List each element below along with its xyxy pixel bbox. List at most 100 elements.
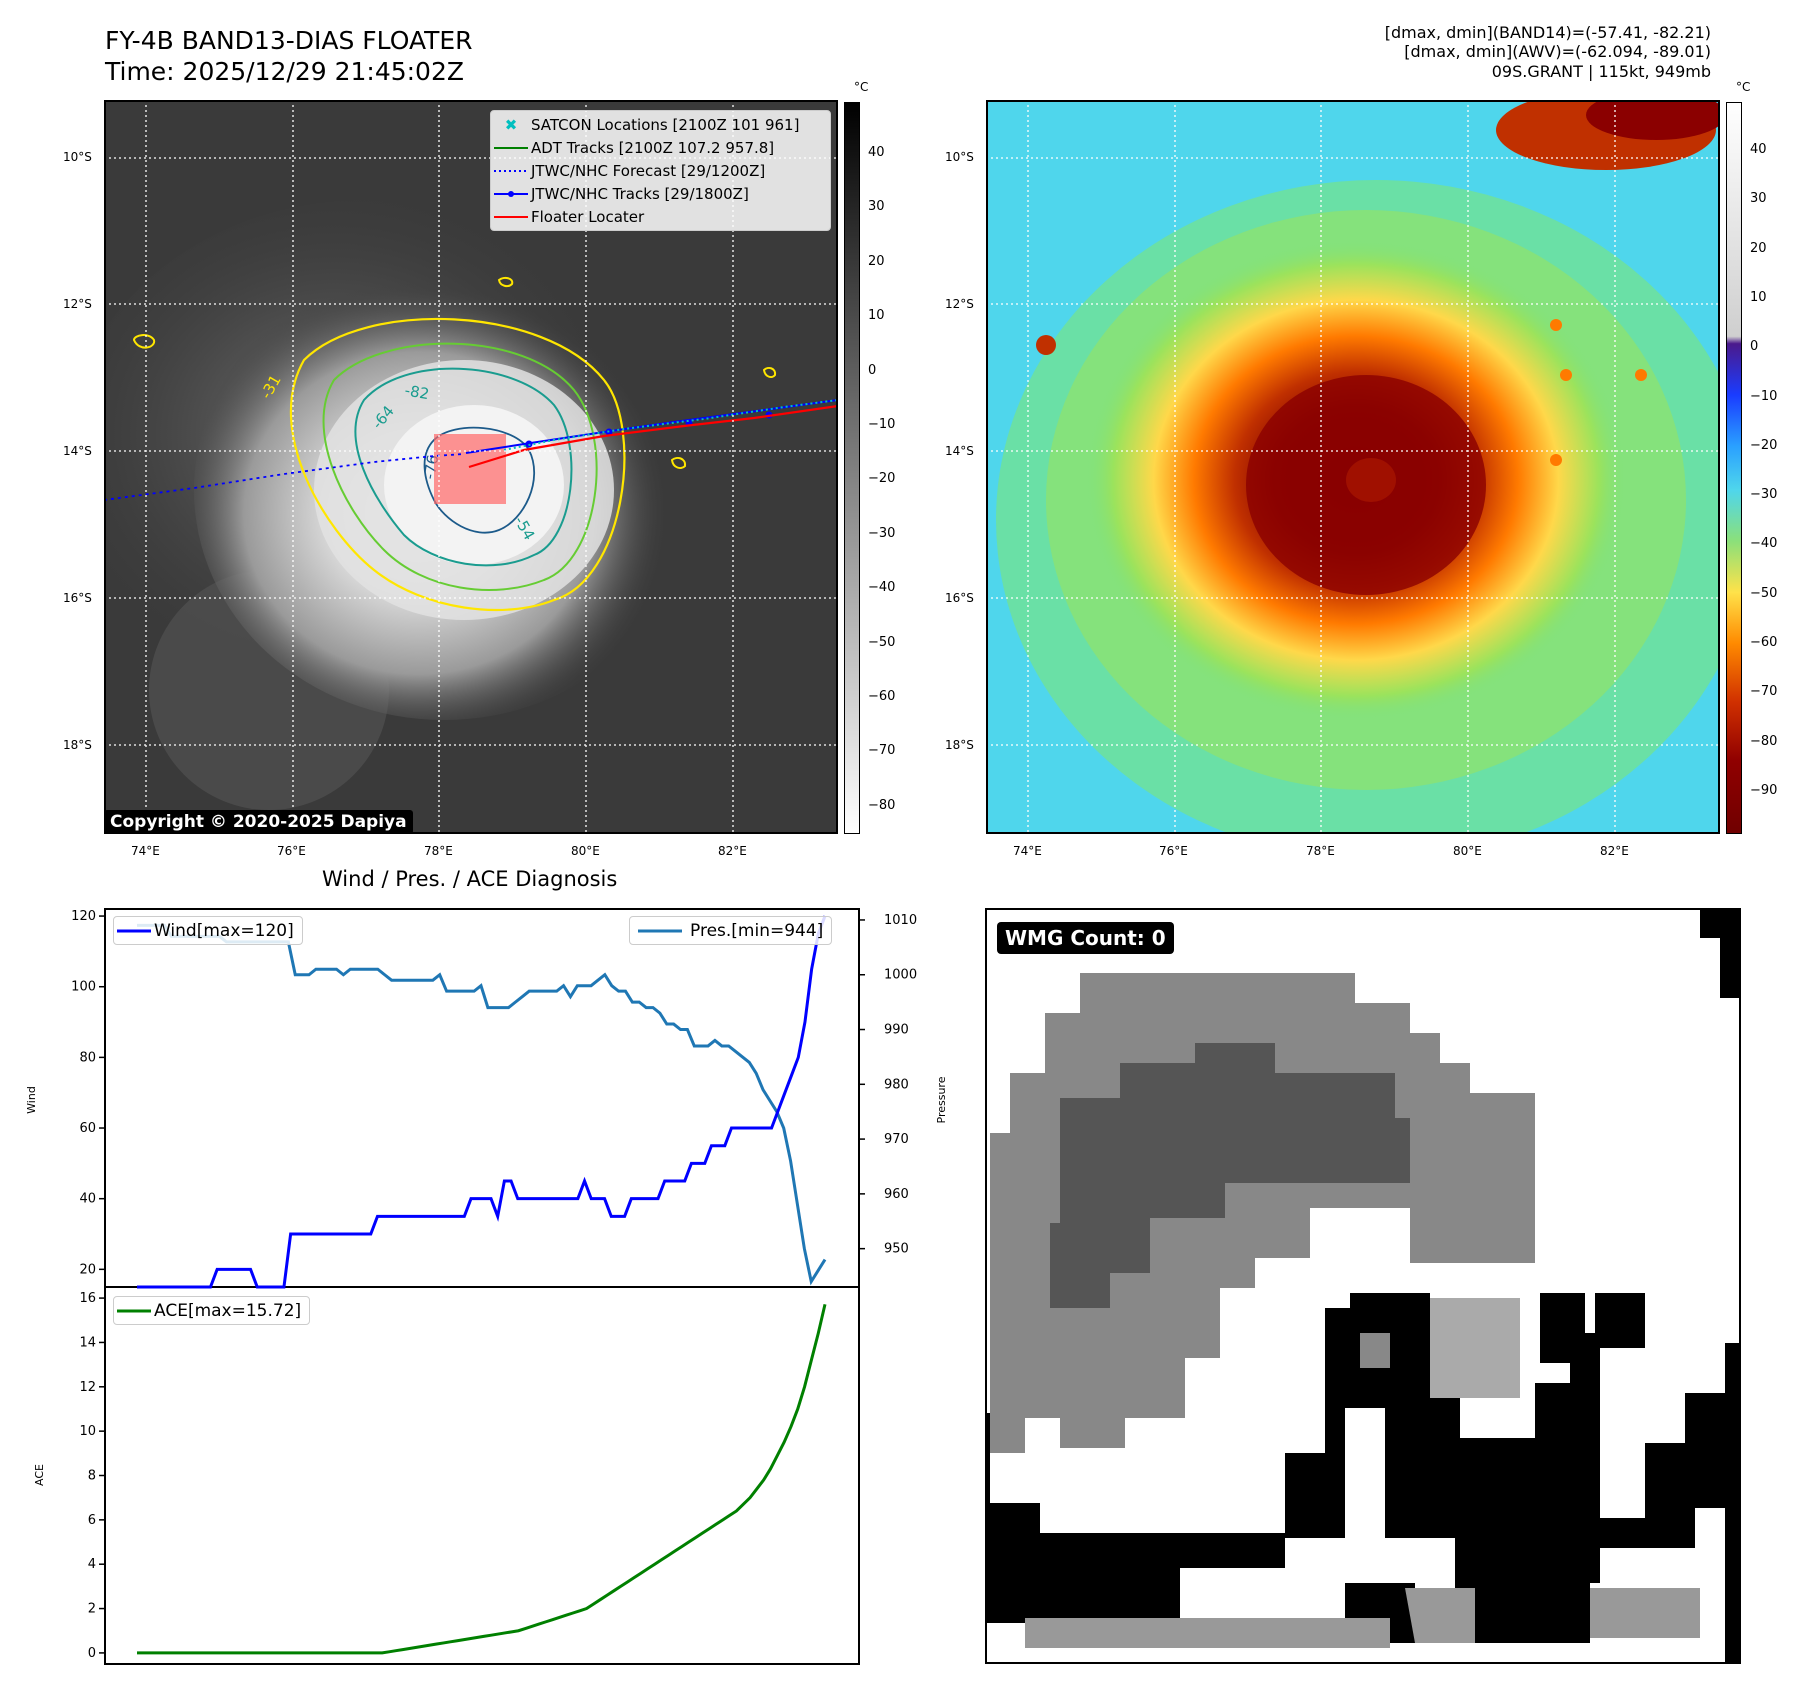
ace-tick-label: 16 <box>79 1291 96 1306</box>
band14-range: [dmax, dmin](BAND14)=(-57.41, -82.21) <box>1384 23 1711 42</box>
colorbar-tick-label: −20 <box>1750 437 1778 453</box>
colorbar-tick-label: −40 <box>1750 536 1778 552</box>
adt-line-icon <box>494 146 528 149</box>
colorbar-tick-label: −50 <box>868 634 896 650</box>
colorbar-tick-label: −30 <box>1750 487 1778 503</box>
wmg-panel <box>985 908 1741 1664</box>
colorbar-tick-label: −70 <box>1750 684 1778 700</box>
storm-info: 09S.GRANT | 115kt, 949mb <box>1491 62 1711 81</box>
ace-tick-label: 14 <box>79 1335 96 1350</box>
colorbar-gray <box>844 102 860 834</box>
colorbar-tick-label: 40 <box>1750 142 1767 157</box>
lat-label: 18°S <box>63 738 92 752</box>
lon-label: 74°E <box>1013 844 1042 858</box>
ace-tick-label: 12 <box>79 1380 96 1395</box>
colorbar-tick-label: −10 <box>1750 388 1778 404</box>
lon-label: 76°E <box>1159 844 1188 858</box>
lat-label: 16°S <box>63 591 92 605</box>
colorbar-tick-label: −40 <box>868 580 896 596</box>
wind-tick-label: 40 <box>79 1192 96 1207</box>
colorbar-tick-label: 0 <box>868 362 877 378</box>
wind-pres-frame <box>104 908 860 1288</box>
ace-legend-line-icon <box>117 1309 151 1312</box>
colorbar-tick-label: 40 <box>868 145 885 160</box>
colorbar-tick-label: 10 <box>868 308 885 324</box>
colorbar-tick-label: −80 <box>868 797 896 813</box>
ace-tick-label: 8 <box>88 1469 96 1484</box>
legend-adt: ADT Tracks [2100Z 107.2 957.8] <box>531 138 775 157</box>
awv-grid <box>986 100 1720 834</box>
wind-tick-label: 100 <box>71 980 96 995</box>
colorbar-tick-label: 0 <box>1750 339 1759 355</box>
ace-legend: ACE[max=15.72] <box>113 1296 311 1325</box>
pressure-axis-label: Pressure <box>935 1076 948 1123</box>
track-line-icon <box>494 190 528 197</box>
pressure-legend-label: Pres.[min=944] <box>690 920 824 941</box>
wind-axis-label: Wind <box>25 1086 38 1114</box>
wind-tick-label: 80 <box>79 1050 96 1065</box>
contour-label-82: -82 <box>403 381 430 403</box>
colorbar-tick-label: 30 <box>868 199 885 215</box>
legend-forecast: JTWC/NHC Forecast [29/1200Z] <box>531 161 766 180</box>
colorbar-tick-label: −90 <box>1750 782 1778 798</box>
colorbar-tick-label: −50 <box>1750 585 1778 601</box>
lon-label: 80°E <box>571 844 600 858</box>
contour-76 <box>423 426 535 534</box>
lon-label: 76°E <box>277 844 306 858</box>
map-grid <box>104 100 838 834</box>
colorbar-tick-label: −80 <box>1750 733 1778 749</box>
pressure-tick-label: 990 <box>884 1023 909 1038</box>
pressure-legend: Pres.[min=944] <box>629 916 833 945</box>
pressure-tick-label: 950 <box>884 1242 909 1257</box>
ace-legend-label: ACE[max=15.72] <box>154 1300 302 1321</box>
satcon-marker-icon: ✖ <box>504 115 518 134</box>
wind-tick-label: 120 <box>71 909 96 924</box>
lon-label: 82°E <box>1600 844 1629 858</box>
ace-tick-label: 2 <box>88 1602 96 1617</box>
pressure-tick-label: 1000 <box>884 968 917 983</box>
wind-series-line <box>137 915 827 1289</box>
pressure-tick-label: 980 <box>884 1077 909 1092</box>
lat-label: 10°S <box>63 150 92 164</box>
pressure-series-line <box>137 923 827 1286</box>
wmg-dark-region <box>1050 1043 1410 1308</box>
colorbar-unit: °C <box>1736 80 1751 94</box>
figure-time: Time: 2025/12/29 21:45:02Z <box>105 57 464 86</box>
ace-tick-label: 4 <box>88 1557 96 1572</box>
legend-tracks: JTWC/NHC Tracks [29/1800Z] <box>531 184 749 203</box>
awv-range: [dmax, dmin](AWV)=(-62.094, -89.01) <box>1404 42 1711 61</box>
colorbar-color <box>1726 102 1742 834</box>
colorbar-tick-label: −60 <box>868 689 896 704</box>
contour-31 <box>289 317 626 612</box>
lat-label: 14°S <box>945 444 974 458</box>
contour-64 <box>354 367 573 567</box>
colorbar-tick-label: 20 <box>1750 240 1767 256</box>
wmg-black-region <box>985 1293 1600 1643</box>
pressure-tick-label: 970 <box>884 1132 909 1147</box>
ace-tick-label: 0 <box>88 1646 96 1661</box>
lon-label: 74°E <box>131 844 160 858</box>
lon-label: 78°E <box>1306 844 1335 858</box>
lon-label: 82°E <box>718 844 747 858</box>
ace-frame <box>104 1286 860 1665</box>
ace-tick-label: 6 <box>88 1513 96 1528</box>
colorbar-tick-label: 20 <box>868 253 885 269</box>
lat-label: 12°S <box>945 297 974 311</box>
colorbar-unit: °C <box>854 80 869 94</box>
pressure-legend-line-icon <box>638 929 682 932</box>
wind-tick-label: 60 <box>79 1121 96 1136</box>
storm-eye <box>1346 458 1396 502</box>
floater-line-icon <box>494 215 528 218</box>
pressure-tick-label: 1010 <box>884 913 917 928</box>
lat-label: 18°S <box>945 738 974 752</box>
wind-tick-label: 20 <box>79 1262 96 1277</box>
lat-label: 14°S <box>63 444 92 458</box>
lat-label: 16°S <box>945 591 974 605</box>
lat-label: 12°S <box>63 297 92 311</box>
floater-track-line <box>468 404 838 469</box>
colorbar-tick-label: −60 <box>1750 635 1778 650</box>
wmg-count-badge: WMG Count: 0 <box>997 922 1174 954</box>
lon-label: 80°E <box>1453 844 1482 858</box>
awv-map-panel <box>986 100 1720 834</box>
figure-title: FY-4B BAND13-DIAS FLOATER <box>105 26 473 55</box>
